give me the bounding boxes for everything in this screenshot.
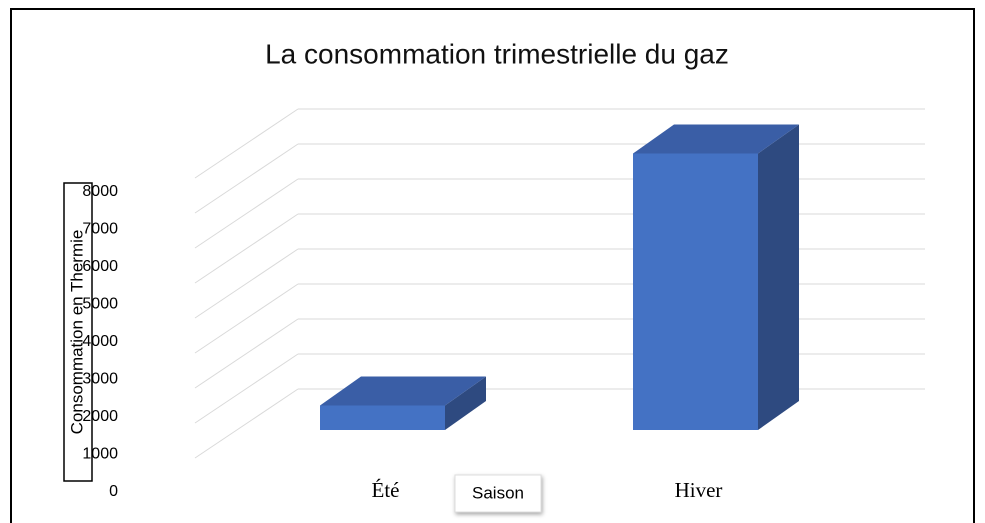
grid-line-side	[194, 108, 299, 179]
grid-line-side	[194, 353, 299, 424]
y-tick-label: 8000	[82, 183, 118, 200]
x-axis-title-box	[454, 474, 542, 513]
grid-line-side	[194, 283, 299, 354]
bar	[633, 153, 758, 430]
bar-top	[633, 124, 799, 154]
bar-side	[758, 124, 799, 430]
chart-border	[10, 8, 975, 523]
grid-line-side	[194, 178, 299, 249]
y-axis-title: Consommation en Thermie	[67, 230, 86, 435]
grid-line-side	[194, 388, 299, 459]
y-tick-label: 3000	[82, 371, 118, 388]
grid-line-side	[194, 213, 299, 284]
x-tick-label: Hiver	[675, 478, 723, 502]
y-tick-label: 2000	[82, 408, 118, 425]
bar-top	[320, 376, 486, 406]
y-axis-title-box	[63, 182, 93, 482]
grid-line-side	[194, 143, 299, 214]
y-tick-label: 5000	[82, 296, 118, 313]
y-tick-label: 0	[109, 483, 118, 500]
bar	[320, 405, 445, 430]
x-axis-title: Saison	[472, 483, 524, 502]
chart-title: La consommation trimestrielle du gaz	[265, 38, 729, 69]
grid-line-side	[194, 318, 299, 389]
y-tick-label: 4000	[82, 333, 118, 350]
x-tick-label: Été	[372, 478, 400, 502]
grid-line-side	[194, 248, 299, 319]
bar-side	[445, 376, 486, 430]
y-tick-label: 7000	[82, 221, 118, 238]
y-tick-label: 1000	[82, 446, 118, 463]
y-tick-label: 6000	[82, 258, 118, 275]
